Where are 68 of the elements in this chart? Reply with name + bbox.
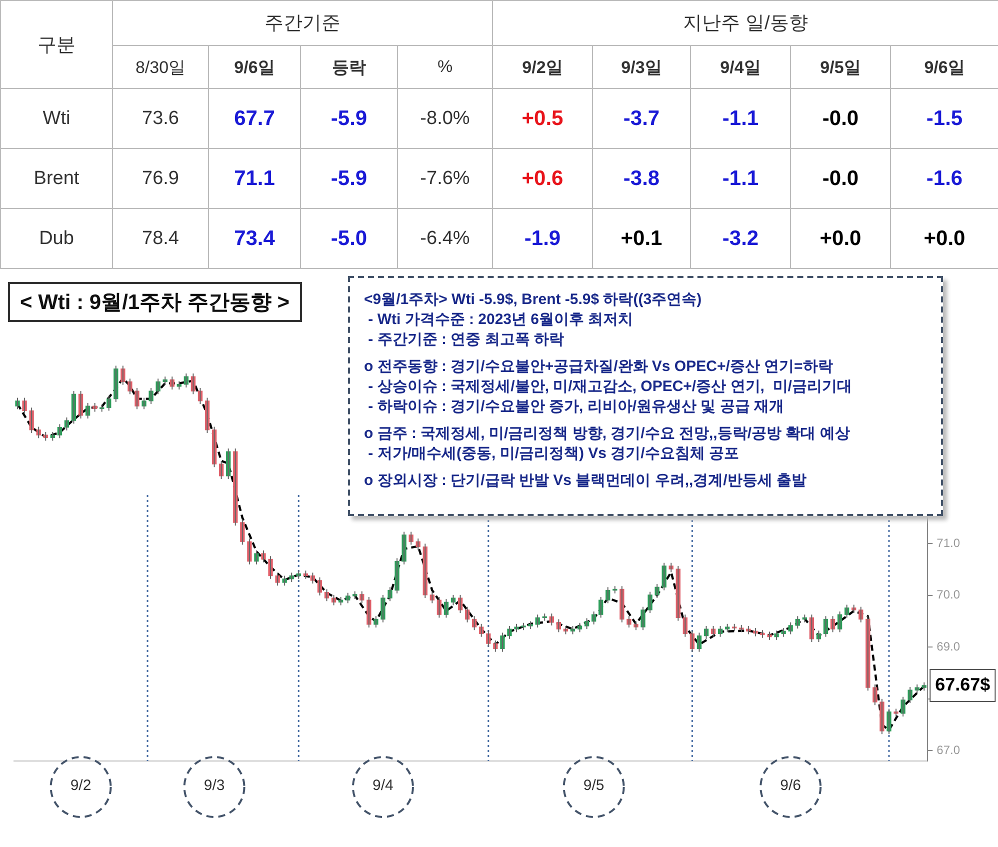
data-label: -6.4% (398, 208, 492, 268)
chart-title: < Wti : 9월/1주차 주간동향 > (8, 282, 302, 322)
data-label: -5.9 (300, 88, 398, 148)
candlestick (514, 623, 519, 633)
annotation: - 상승이슈 : 국제정세/불안, 미/재고감소, OPEC+/증산 연기, 미/금리기대 (367, 377, 853, 397)
y-tick-label: 67.0 (936, 742, 960, 757)
x-tick-label: 9/6 (780, 777, 802, 794)
y-axis-title: 구분 (0, 0, 112, 88)
candlestick (746, 625, 751, 635)
data-label: -3.8 (592, 148, 690, 208)
data-label: +0.0 (890, 208, 998, 268)
x-tick-label: 9/2 (70, 777, 92, 794)
data-label: -1.5 (890, 88, 998, 148)
annotation: - Wti 가격수준 : 2023년 6월이후 최저치 (367, 310, 634, 330)
data-label: 73.6 (112, 88, 208, 148)
data-label: +0.5 (492, 88, 592, 148)
annotation: - 저가/매수세(중동, 미/금리정책) Vs 경기/수요침체 공포 (367, 444, 740, 464)
text: 주간기준 (112, 0, 492, 46)
x-tick-label: 9/5 (583, 777, 604, 794)
data-label: -8.0% (398, 88, 492, 148)
data-label: -0.0 (790, 148, 890, 208)
y-tick-label: Wti (0, 88, 112, 148)
y-tick-label: Dub (0, 208, 112, 268)
annotation: - 하락이슈 : 경기/수요불안 증가, 리비아/원유생산 및 공급 재개 (367, 397, 785, 417)
x-tick-label: 8/30일 (112, 46, 208, 88)
x-tick-label: 9/6일 (208, 46, 300, 88)
x-tick-label: 등락 (300, 46, 398, 88)
y-tick-label: 70.0 (936, 588, 960, 602)
data-label: -1.9 (492, 208, 592, 268)
x-tick-label: 9/3 (204, 777, 225, 794)
x-tick-label: 9/4일 (690, 46, 790, 88)
data-label: -0.0 (790, 88, 890, 148)
annotation: o 전주동향 : 경기/수요불안+공급차질/완화 Vs OPEC+/증산 연기=하락 (364, 357, 834, 377)
data-label: 76.9 (112, 148, 208, 208)
y-tick-label: 71.0 (936, 536, 960, 550)
data-label: -5.0 (300, 208, 398, 268)
candlestick (634, 620, 638, 631)
text: 67.67$ (935, 674, 990, 694)
annotation: o 금주 : 국제정세, 미/금리정책 방향, 경기/수요 전망,,등락/공방 확대 예상 (364, 424, 851, 444)
data-label: 73.4 (208, 208, 300, 268)
data-label: +0.6 (492, 148, 592, 208)
data-label: 78.4 (112, 208, 208, 268)
x-tick-label: 9/3일 (592, 46, 690, 88)
y-tick-label: Brent (0, 148, 112, 208)
x-tick-label: 9/4 (372, 777, 394, 794)
x-tick-label: 9/2일 (492, 46, 592, 88)
annotation: - 주간기준 : 연중 최고폭 하락 (367, 330, 565, 350)
data-label: -1.1 (690, 148, 790, 208)
data-label: -3.2 (690, 208, 790, 268)
candlestick (528, 620, 533, 630)
data-label: 71.1 (208, 148, 300, 208)
data-label: -1.6 (890, 148, 998, 208)
data-label: +0.1 (592, 208, 690, 268)
data-label: -5.9 (300, 148, 398, 208)
text: 지난주 일/동향 (492, 0, 998, 46)
annotation: <9월/1주차> Wti -5.9$, Brent -5.9$ 하락((3주연속) (364, 290, 703, 310)
x-tick-label: 9/6일 (890, 46, 998, 88)
candlestick (282, 575, 287, 586)
data-label: 67.7 (208, 88, 300, 148)
candlestick (521, 622, 526, 631)
y-tick-label: 69.0 (936, 639, 960, 654)
annotation: o 장외시장 : 단기/급락 반발 Vs 블랙먼데이 우려,,경계/반등세 출발 (364, 471, 808, 491)
x-tick-label: 9/5일 (790, 46, 890, 88)
data-label: +0.0 (790, 208, 890, 268)
x-tick-label: % (398, 46, 492, 88)
data-label: -3.7 (592, 88, 690, 148)
data-label: -1.1 (690, 88, 790, 148)
data-label: -7.6% (398, 148, 492, 208)
